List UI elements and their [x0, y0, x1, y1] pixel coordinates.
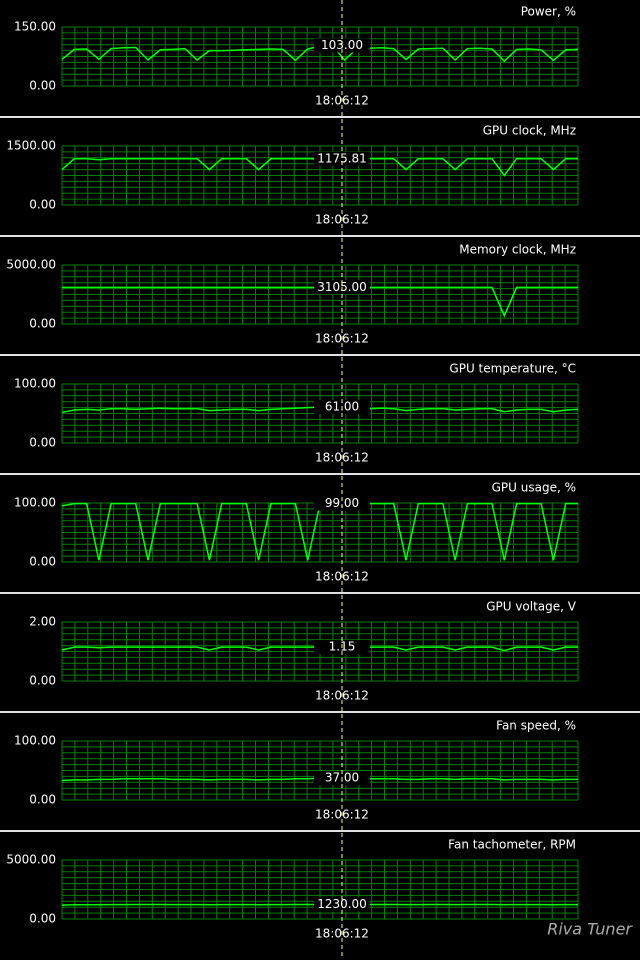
- y-tick-label: 150.00: [14, 20, 56, 34]
- y-tick-label: 0.00: [29, 317, 56, 331]
- y-tick-label: 0.00: [29, 436, 56, 450]
- separator: [0, 592, 640, 594]
- watermark: Riva Tuner: [547, 920, 633, 939]
- panel-title: Memory clock, MHz: [459, 243, 576, 257]
- separator: [0, 116, 640, 118]
- y-tick-label: 5000.00: [6, 853, 56, 867]
- value-label-bg: [314, 496, 370, 511]
- panel-title: GPU temperature, °C: [449, 362, 576, 376]
- separator: [0, 235, 640, 237]
- panel-title: Power, %: [521, 5, 576, 19]
- current-value: 99.00: [325, 496, 359, 510]
- panel-title: GPU usage, %: [492, 481, 576, 495]
- y-tick-label: 0.00: [29, 198, 56, 212]
- y-tick-label: 0.00: [29, 793, 56, 807]
- separator: [0, 354, 640, 356]
- panel-title: Fan tachometer, RPM: [448, 838, 576, 852]
- y-tick-label: 5000.00: [6, 258, 56, 272]
- y-tick-label: 0.00: [29, 674, 56, 688]
- current-value: 1175.81: [317, 151, 367, 165]
- y-tick-label: 0.00: [29, 555, 56, 569]
- panel-title: GPU voltage, V: [486, 600, 577, 614]
- y-tick-label: 2.00: [29, 615, 56, 629]
- separator: [0, 711, 640, 713]
- y-tick-label: 0.00: [29, 79, 56, 93]
- panel-title: Fan speed, %: [496, 719, 576, 733]
- current-value: 3105.00: [317, 280, 367, 294]
- y-tick-label: 0.00: [29, 912, 56, 926]
- y-tick-label: 100.00: [14, 377, 56, 391]
- panel-title: GPU clock, MHz: [483, 124, 576, 138]
- separator: [0, 830, 640, 832]
- y-tick-label: 1500.00: [6, 139, 56, 153]
- y-tick-label: 100.00: [14, 734, 56, 748]
- separator: [0, 473, 640, 475]
- y-tick-label: 100.00: [14, 496, 56, 510]
- value-label-bg: [314, 151, 370, 166]
